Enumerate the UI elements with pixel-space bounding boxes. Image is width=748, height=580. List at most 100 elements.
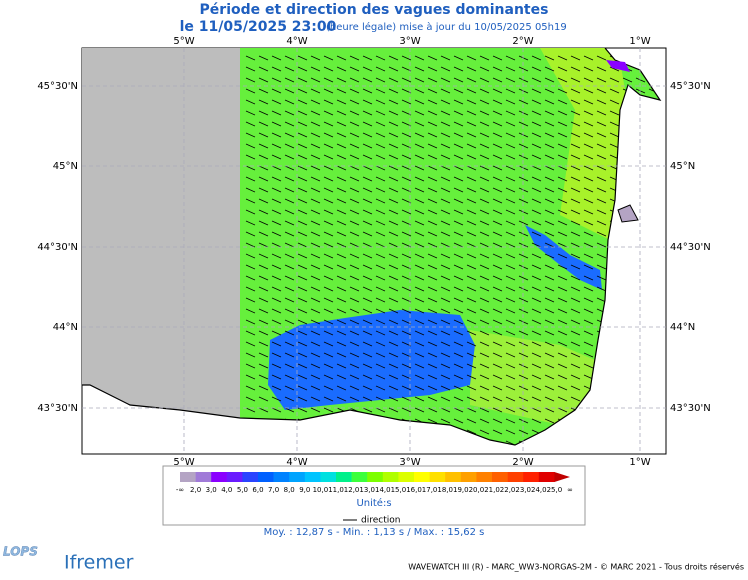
direction-arrow	[271, 363, 282, 369]
direction-arrow	[596, 286, 607, 292]
direction-arrow	[479, 429, 490, 435]
colorbar-label: 3,0	[206, 486, 217, 494]
direction-arrow	[453, 286, 464, 292]
direction-arrow	[258, 66, 269, 72]
direction-arrow	[310, 407, 321, 413]
direction-arrow	[466, 132, 477, 138]
direction-arrow	[245, 396, 256, 402]
direction-arrow	[583, 154, 594, 160]
lat-label: 44°N	[53, 322, 78, 333]
direction-arrow	[362, 352, 373, 358]
direction-arrow	[570, 253, 581, 259]
direction-arrow	[271, 319, 282, 325]
colorbar-cell	[398, 472, 415, 482]
direction-arrow	[440, 209, 451, 215]
direction-arrow	[336, 231, 347, 237]
direction-arrow	[440, 198, 451, 204]
direction-arrow	[323, 176, 334, 182]
direction-arrow	[583, 143, 594, 149]
direction-arrow	[479, 352, 490, 358]
direction-arrow	[284, 407, 295, 413]
direction-arrow	[505, 88, 516, 94]
direction-arrow	[570, 319, 581, 325]
direction-arrow	[466, 341, 477, 347]
direction-arrow	[596, 66, 607, 72]
direction-arrow	[427, 352, 438, 358]
direction-arrow	[258, 154, 269, 160]
direction-arrow	[427, 88, 438, 94]
direction-arrow	[245, 330, 256, 336]
direction-arrow	[362, 396, 373, 402]
direction-arrow	[505, 110, 516, 116]
direction-arrow	[310, 198, 321, 204]
direction-arrow	[323, 154, 334, 160]
direction-arrow	[570, 396, 581, 402]
direction-arrow	[427, 319, 438, 325]
direction-arrow	[401, 308, 412, 314]
direction-arrow	[570, 121, 581, 127]
direction-arrow	[401, 297, 412, 303]
colorbar-label: 12,0	[344, 486, 360, 494]
direction-arrow	[518, 242, 529, 248]
direction-arrow	[297, 110, 308, 116]
direction-arrow	[401, 264, 412, 270]
wave-field-coastal	[470, 330, 595, 425]
direction-arrow	[440, 187, 451, 193]
direction-arrow	[427, 286, 438, 292]
direction-arrow	[310, 231, 321, 237]
direction-arrow	[518, 286, 529, 292]
colorbar-label: 19,0	[453, 486, 469, 494]
direction-arrow	[245, 363, 256, 369]
direction-arrow	[518, 374, 529, 380]
direction-arrow	[518, 385, 529, 391]
direction-arrow	[466, 154, 477, 160]
direction-arrow	[544, 88, 555, 94]
direction-arrow	[258, 264, 269, 270]
direction-arrow	[453, 231, 464, 237]
direction-arrow	[336, 341, 347, 347]
direction-arrow	[245, 110, 256, 116]
direction-arrow	[427, 264, 438, 270]
direction-arrow	[271, 253, 282, 259]
direction-arrow	[544, 154, 555, 160]
wave-field-low	[525, 225, 602, 290]
direction-arrow	[544, 143, 555, 149]
direction-arrow	[427, 165, 438, 171]
direction-arrow	[349, 154, 360, 160]
direction-arrow	[401, 187, 412, 193]
direction-arrow	[271, 209, 282, 215]
direction-arrow	[492, 132, 503, 138]
direction-arrow	[518, 341, 529, 347]
direction-arrow	[336, 88, 347, 94]
direction-arrow	[479, 77, 490, 83]
direction-arrow	[531, 385, 542, 391]
direction-arrow	[453, 77, 464, 83]
direction-arrow	[414, 187, 425, 193]
direction-arrow	[557, 99, 568, 105]
direction-arrow	[492, 264, 503, 270]
direction-arrow	[297, 187, 308, 193]
direction-arrow	[284, 385, 295, 391]
direction-arrow	[375, 319, 386, 325]
direction-arrow	[609, 66, 620, 72]
direction-arrow	[349, 143, 360, 149]
direction-arrow	[492, 154, 503, 160]
direction-arrow	[349, 176, 360, 182]
direction-arrow	[375, 154, 386, 160]
direction-arrow	[492, 429, 503, 435]
direction-arrow	[531, 297, 542, 303]
colorbar-label: 16,0	[406, 486, 422, 494]
direction-arrow	[453, 407, 464, 413]
direction-arrow	[453, 220, 464, 226]
direction-arrow	[518, 176, 529, 182]
direction-arrow	[271, 154, 282, 160]
direction-arrow	[284, 110, 295, 116]
direction-arrow	[453, 396, 464, 402]
direction-arrow	[531, 121, 542, 127]
direction-arrow	[349, 187, 360, 193]
direction-arrow	[440, 330, 451, 336]
direction-arrow	[570, 154, 581, 160]
logo-ifremer: Ifremer	[64, 552, 134, 574]
direction-arrow	[258, 352, 269, 358]
direction-arrow	[310, 165, 321, 171]
